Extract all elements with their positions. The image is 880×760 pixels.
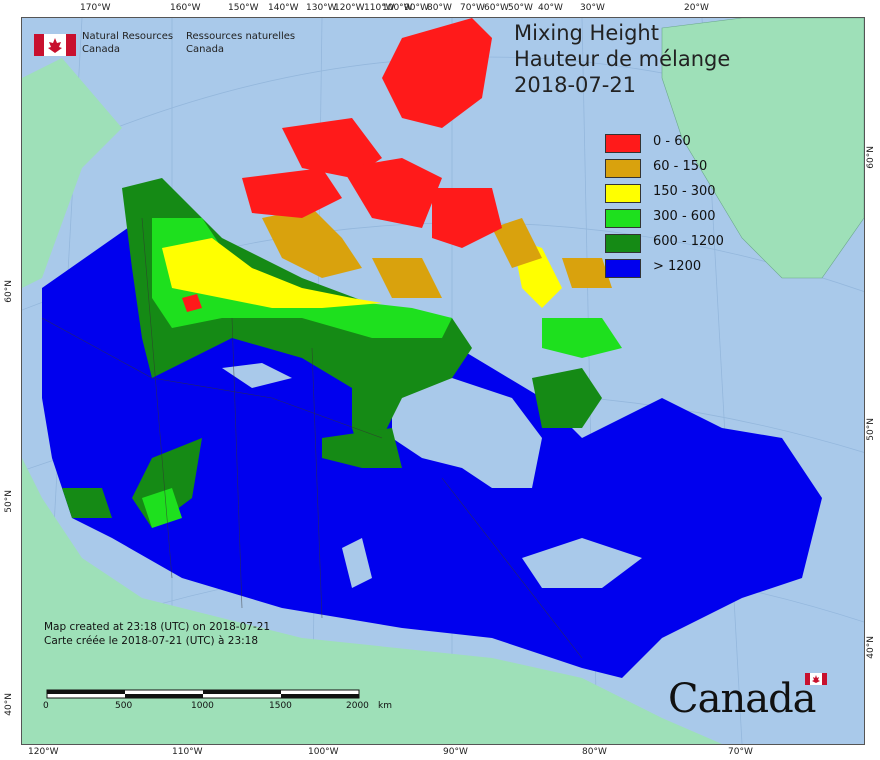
bottom-tick: 100°W [308, 747, 339, 757]
top-tick: 170°W [80, 3, 111, 13]
top-tick: 140°W [268, 3, 299, 13]
agency-name-fr: Ressources naturelles Canada [186, 31, 296, 55]
scale-unit: km [378, 701, 392, 711]
left-tick: 40°N [4, 693, 14, 716]
top-tick: 30°W [580, 3, 605, 13]
bottom-tick: 110°W [172, 747, 203, 757]
agency-name-en: Natural Resources Canada [82, 31, 174, 55]
top-tick: 80°W [427, 3, 452, 13]
legend-swatch [605, 159, 641, 178]
top-tick: 130°W [306, 3, 337, 13]
legend-item: 0 - 60 [605, 134, 765, 153]
top-tick: 120°W [334, 3, 365, 13]
title-fr: Hauteur de mélange [514, 47, 731, 71]
right-tick: 60°N [866, 146, 876, 169]
canada-wordmark-flag-icon [805, 673, 827, 685]
top-tick: 110°W [364, 3, 395, 13]
left-tick: 50°N [4, 490, 14, 513]
top-tick: 20°W [684, 3, 709, 13]
top-tick: 150°W [228, 3, 259, 13]
bottom-tick: 70°W [728, 747, 753, 757]
bottom-tick: 90°W [443, 747, 468, 757]
legend-item: 600 - 1200 [605, 234, 765, 253]
left-tick: 60°N [4, 280, 14, 303]
top-tick: 100°W [382, 3, 413, 13]
map-credits: Map created at 23:18 (UTC) on 2018-07-21… [44, 620, 270, 648]
top-tick: 70°W [460, 3, 485, 13]
credit-en: Map created at 23:18 (UTC) on 2018-07-21 [44, 621, 271, 633]
legend-item: > 1200 [605, 259, 765, 278]
canada-wordmark: Canada [668, 676, 817, 722]
legend-swatch [605, 209, 641, 228]
scale-label: 500 [115, 701, 133, 711]
legend-swatch [605, 134, 641, 153]
title-date: 2018-07-21 [514, 73, 637, 97]
scale-bar-graphic [46, 689, 360, 699]
scale-bar: 0 500 1000 1500 2000 km [26, 687, 392, 717]
title-en: Mixing Height [514, 21, 659, 45]
legend-swatch [605, 234, 641, 253]
scale-label: 0 [43, 701, 49, 711]
top-tick: 50°W [508, 3, 533, 13]
right-tick: 40°N [866, 636, 876, 659]
legend-item: 60 - 150 [605, 159, 765, 178]
legend-item: 150 - 300 [605, 184, 765, 203]
scale-label: 1500 [269, 701, 292, 711]
credit-fr: Carte créée le 2018-07-21 (UTC) à 23:18 [44, 635, 259, 647]
legend-item: 300 - 600 [605, 209, 765, 228]
bottom-tick: 120°W [28, 747, 59, 757]
legend-swatch [605, 184, 641, 203]
map-canvas[interactable] [21, 17, 865, 745]
top-tick: 160°W [170, 3, 201, 13]
canada-flag-icon [34, 34, 76, 56]
scale-label: 1000 [191, 701, 214, 711]
right-tick: 50°N [866, 418, 876, 441]
scale-label: 2000 [346, 701, 369, 711]
legend-swatch [605, 259, 641, 278]
top-tick: 60°W [484, 3, 509, 13]
map-graphic [22, 18, 864, 744]
map-title: Mixing Height Hauteur de mélange 2018-07… [514, 20, 730, 98]
top-tick: 40°W [538, 3, 563, 13]
bottom-tick: 80°W [582, 747, 607, 757]
top-tick: 90°W [404, 3, 429, 13]
